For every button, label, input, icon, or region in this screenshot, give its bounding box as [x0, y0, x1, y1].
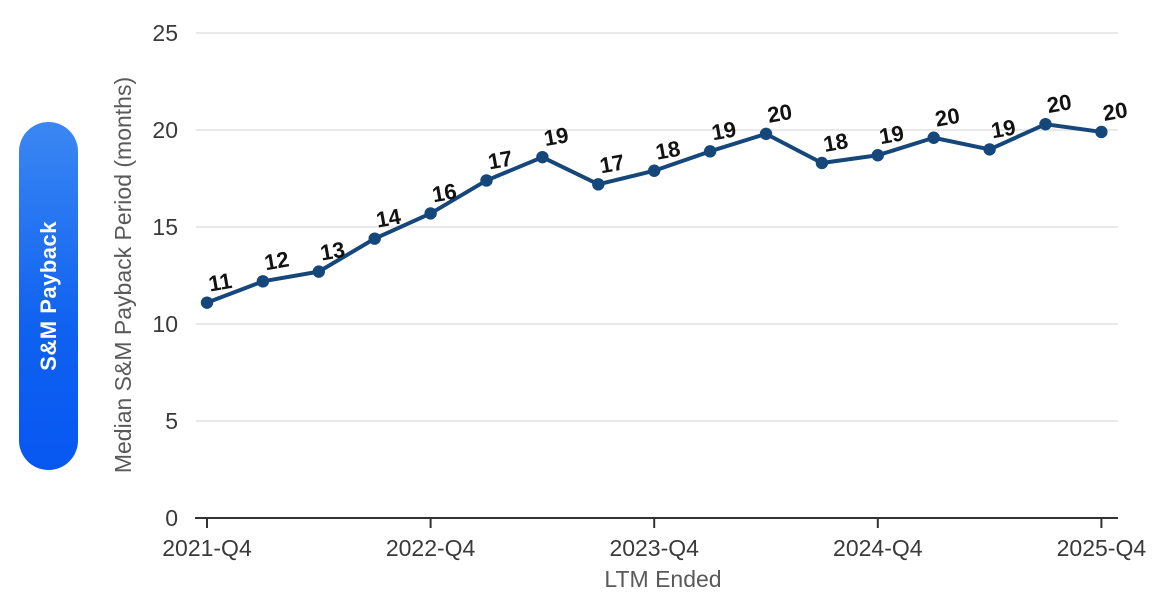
- y-tick-label: 15: [152, 214, 178, 240]
- series-line: [205, 122, 1104, 305]
- x-tick-label: 2022-Q4: [386, 535, 476, 561]
- data-point[interactable]: [536, 150, 549, 164]
- data-point-label: 19: [989, 114, 1017, 143]
- gridlines: [196, 32, 1118, 422]
- data-point-label: 19: [710, 116, 738, 145]
- data-point[interactable]: [1039, 117, 1052, 131]
- x-tick-label: 2021-Q4: [162, 535, 252, 561]
- data-point[interactable]: [368, 232, 381, 245]
- y-tick-label: 25: [152, 20, 178, 46]
- data-point-label: 20: [933, 103, 961, 132]
- data-point-label: 16: [430, 178, 458, 207]
- data-point[interactable]: [927, 131, 940, 144]
- data-point[interactable]: [815, 156, 829, 170]
- data-point-label: 20: [1045, 89, 1073, 118]
- data-point[interactable]: [871, 149, 884, 162]
- data-point-label: 14: [374, 204, 403, 233]
- x-tick-label: 2024-Q4: [833, 535, 923, 561]
- series-sm-payback: [200, 117, 1108, 309]
- data-point-label: 12: [262, 246, 290, 275]
- y-tick-label: 20: [152, 117, 178, 143]
- data-point-label: 20: [1101, 97, 1129, 126]
- data-point-label: 19: [542, 122, 570, 151]
- y-tick-label: 10: [152, 311, 178, 337]
- data-point[interactable]: [256, 275, 270, 288]
- data-point[interactable]: [703, 145, 717, 158]
- data-point-label: 20: [766, 99, 794, 128]
- y-tick-label: 5: [165, 408, 178, 434]
- data-point-label: 13: [318, 237, 346, 266]
- data-point[interactable]: [480, 174, 493, 187]
- x-axis-tick-labels: 2021-Q4 2022-Q4 2023-Q4 2024-Q4 2025-Q4: [162, 535, 1146, 561]
- data-point[interactable]: [200, 296, 214, 309]
- data-point-label: 17: [486, 145, 514, 174]
- data-point-label: 18: [821, 128, 849, 157]
- x-tick-label: 2025-Q4: [1057, 535, 1147, 561]
- data-point-label: 19: [877, 120, 905, 149]
- data-point-label: 17: [598, 149, 626, 178]
- sm-payback-tab[interactable]: S&M Payback: [19, 122, 78, 470]
- y-axis-title: Median S&M Payback Period (months): [110, 77, 136, 473]
- data-point[interactable]: [983, 143, 996, 156]
- y-axis-tick-labels: 0 5 10 15 20 25: [152, 20, 178, 531]
- y-tick-label: 0: [165, 505, 178, 531]
- data-point-label: 18: [654, 136, 682, 165]
- data-point[interactable]: [648, 164, 661, 177]
- axes: [195, 517, 1118, 528]
- data-point[interactable]: [1095, 125, 1108, 139]
- data-point[interactable]: [424, 207, 437, 220]
- data-point[interactable]: [759, 127, 773, 141]
- x-axis-title: LTM Ended: [604, 566, 721, 592]
- data-point[interactable]: [312, 265, 325, 278]
- data-point-label: 11: [207, 268, 234, 297]
- x-tick-label: 2023-Q4: [609, 535, 699, 561]
- data-point[interactable]: [592, 178, 605, 191]
- data-point-labels: 11 12 13 14 16 17 19 17 18 19 20 18 19 20 19 20 20: [207, 89, 1130, 296]
